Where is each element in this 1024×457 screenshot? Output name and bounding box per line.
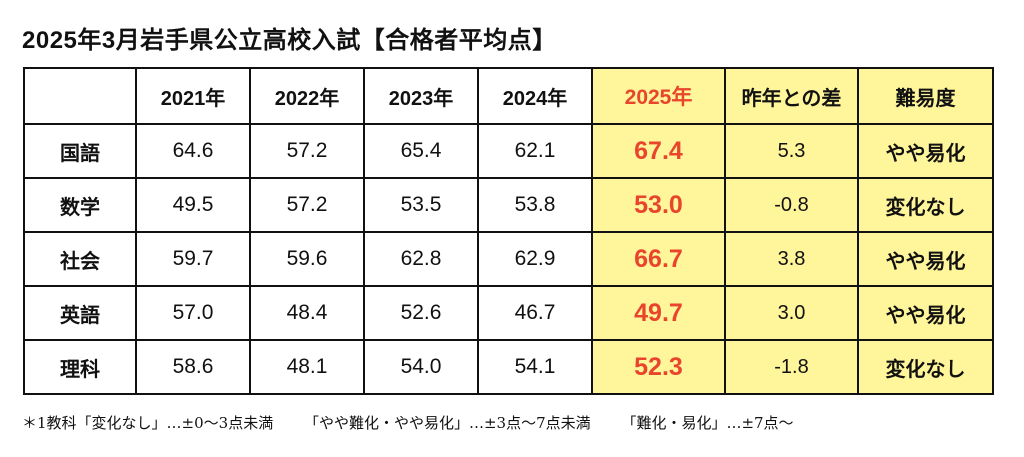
level-cell: 変化なし: [857, 339, 994, 395]
score-2021: 58.6: [135, 339, 251, 395]
score-2021: 57.0: [135, 285, 251, 341]
header-2021: 2021年: [135, 67, 251, 125]
score-2022: 48.4: [249, 285, 365, 341]
diff-cell: 5.3: [724, 123, 859, 179]
table-row: 社会 59.7 59.6 62.8 62.9 66.7 3.8 やや易化: [23, 231, 994, 287]
score-2022: 59.6: [249, 231, 365, 287]
level-cell: やや易化: [857, 285, 994, 341]
footnote-slight-change: 「やや難化・やや易化」…±3点〜7点未満: [303, 414, 591, 432]
subject-cell: 数学: [23, 177, 137, 233]
score-2022: 57.2: [249, 177, 365, 233]
score-2023: 52.6: [363, 285, 479, 341]
header-diff: 昨年との差: [724, 67, 859, 125]
score-2025: 52.3: [591, 339, 726, 395]
header-2025: 2025年: [591, 67, 726, 125]
score-2024: 53.8: [477, 177, 593, 233]
score-2024: 62.9: [477, 231, 593, 287]
score-2023: 62.8: [363, 231, 479, 287]
score-2025: 53.0: [591, 177, 726, 233]
diff-cell: -0.8: [724, 177, 859, 233]
subject-cell: 国語: [23, 123, 137, 179]
level-cell: やや易化: [857, 123, 994, 179]
header-2024: 2024年: [477, 67, 593, 125]
level-cell: やや易化: [857, 231, 994, 287]
diff-cell: -1.8: [724, 339, 859, 395]
page-title: 2025年3月岩手県公立高校入試【合格者平均点】: [22, 27, 557, 54]
score-2023: 53.5: [363, 177, 479, 233]
table-row: 理科 58.6 48.1 54.0 54.1 52.3 -1.8 変化なし: [23, 339, 994, 395]
table-header-row: 2021年 2022年 2023年 2024年 2025年 昨年との差 難易度: [23, 67, 994, 125]
diff-cell: 3.8: [724, 231, 859, 287]
score-2023: 54.0: [363, 339, 479, 395]
level-cell: 変化なし: [857, 177, 994, 233]
diff-cell: 3.0: [724, 285, 859, 341]
subject-cell: 社会: [23, 231, 137, 287]
score-2022: 57.2: [249, 123, 365, 179]
footnote-no-change: ＊1教科「変化なし」…±0〜3点未満: [22, 414, 274, 432]
header-level: 難易度: [857, 67, 994, 125]
score-table: 2021年 2022年 2023年 2024年 2025年 昨年との差 難易度 …: [23, 67, 994, 395]
table-row: 英語 57.0 48.4 52.6 46.7 49.7 3.0 やや易化: [23, 285, 994, 341]
table-row: 数学 49.5 57.2 53.5 53.8 53.0 -0.8 変化なし: [23, 177, 994, 233]
score-2022: 48.1: [249, 339, 365, 395]
table-row: 国語 64.6 57.2 65.4 62.1 67.4 5.3 やや易化: [23, 123, 994, 179]
subject-cell: 英語: [23, 285, 137, 341]
score-2021: 59.7: [135, 231, 251, 287]
score-2021: 49.5: [135, 177, 251, 233]
header-2023: 2023年: [363, 67, 479, 125]
score-2024: 62.1: [477, 123, 593, 179]
score-2025: 67.4: [591, 123, 726, 179]
header-2022: 2022年: [249, 67, 365, 125]
score-2021: 64.6: [135, 123, 251, 179]
score-2023: 65.4: [363, 123, 479, 179]
score-2025: 66.7: [591, 231, 726, 287]
subject-cell: 理科: [23, 339, 137, 395]
score-2025: 49.7: [591, 285, 726, 341]
header-corner: [23, 67, 137, 125]
score-2024: 46.7: [477, 285, 593, 341]
score-2024: 54.1: [477, 339, 593, 395]
footnote-change: 「難化・易化」…±7点〜: [621, 414, 794, 432]
footnote: ＊1教科「変化なし」…±0〜3点未満 「やや難化・やや易化」…±3点〜7点未満 …: [22, 412, 794, 433]
